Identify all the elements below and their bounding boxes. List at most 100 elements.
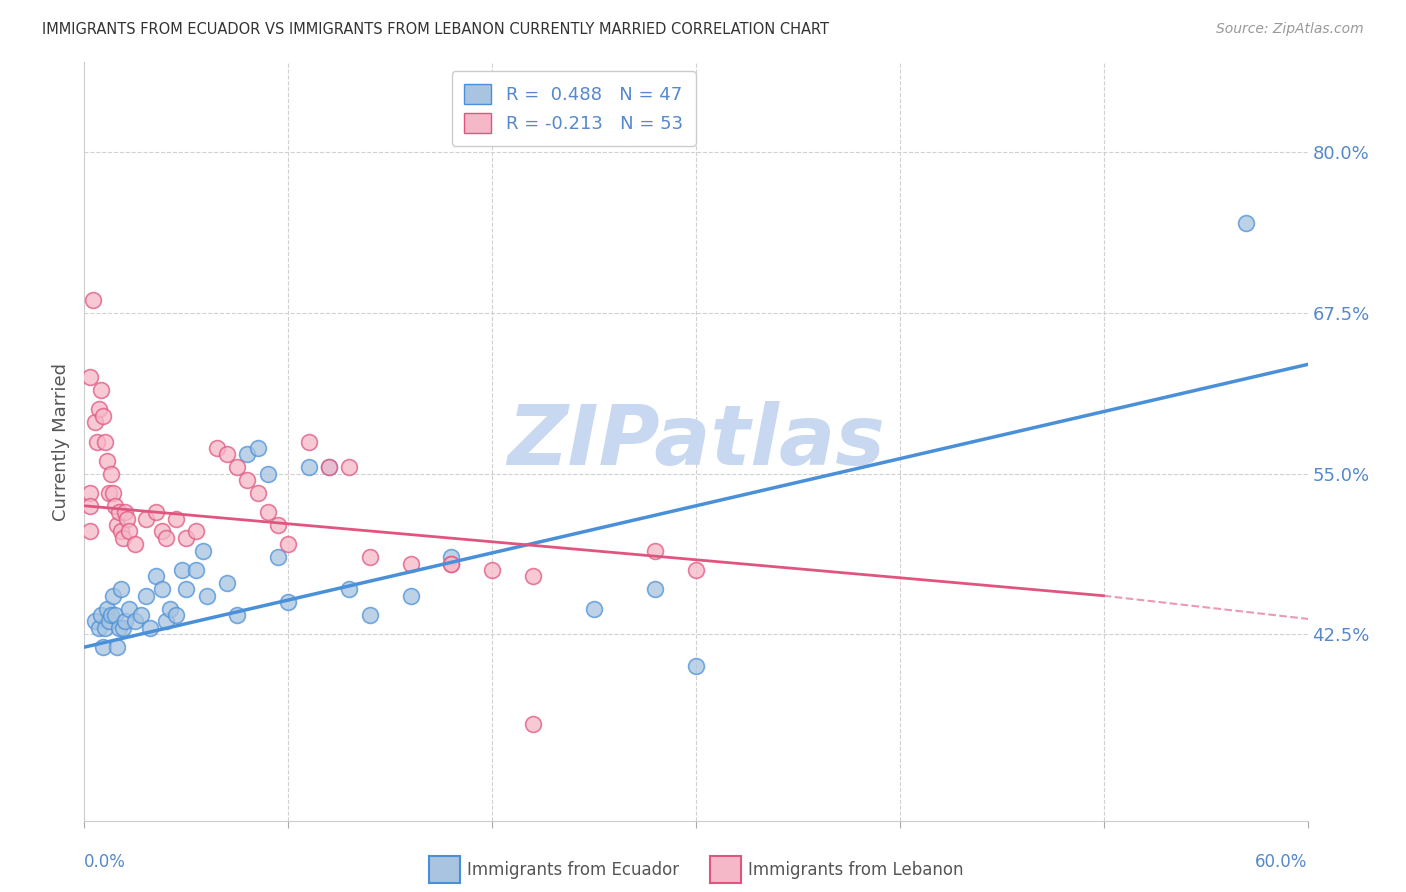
Point [97,615,120,629]
Point [318,460,340,475]
Point [236,473,259,487]
Point [108,505,131,519]
Point [96,454,118,468]
Point [277,595,299,609]
Point [1236,216,1258,230]
Point [440,557,463,571]
Point [79,486,101,500]
Point [522,569,544,583]
Point [165,607,187,622]
Point [115,511,138,525]
Point [135,511,157,525]
Point [101,589,124,603]
Point [159,601,181,615]
Point [105,640,128,655]
Y-axis label: Currently Married: Currently Married [52,362,70,521]
Point [79,499,101,513]
Point [118,524,141,539]
Point [195,589,218,603]
Point [298,434,321,449]
Point [186,563,208,577]
Point [257,505,280,519]
Point [83,415,105,429]
Point [339,460,361,475]
Point [267,518,290,533]
Text: 0.0%: 0.0% [84,853,127,871]
Point [165,511,187,525]
Point [100,467,122,481]
Point [174,531,197,545]
Point [79,524,101,539]
Text: 60.0%: 60.0% [1256,853,1308,871]
Point [155,615,177,629]
Point [277,537,299,551]
Point [110,524,132,539]
Point [246,486,269,500]
Point [359,607,381,622]
Point [118,601,141,615]
Point [86,434,108,449]
Point [481,563,503,577]
Point [104,607,127,622]
Point [145,505,167,519]
Point [87,621,110,635]
Point [104,499,127,513]
Point [644,582,666,597]
Point [186,524,208,539]
Point [1399,615,1406,629]
Text: Immigrants from Ecuador: Immigrants from Ecuador [467,861,679,879]
Point [236,447,259,461]
Point [90,383,112,397]
Point [226,607,249,622]
Point [93,434,115,449]
Point [685,563,707,577]
Point [440,550,463,565]
Point [205,441,228,455]
Point [138,621,160,635]
Point [226,460,249,475]
Text: Source: ZipAtlas.com: Source: ZipAtlas.com [1216,22,1364,37]
Point [155,531,177,545]
Point [298,460,321,475]
Point [399,589,422,603]
Point [644,543,666,558]
Legend: R =  0.488   N = 47, R = -0.213   N = 53: R = 0.488 N = 47, R = -0.213 N = 53 [451,71,696,145]
Point [131,607,153,622]
Text: IMMIGRANTS FROM ECUADOR VS IMMIGRANTS FROM LEBANON CURRENTLY MARRIED CORRELATION: IMMIGRANTS FROM ECUADOR VS IMMIGRANTS FR… [42,22,830,37]
Point [172,563,194,577]
Point [174,582,197,597]
Text: ZIPatlas: ZIPatlas [508,401,884,482]
Point [685,659,707,673]
Point [124,615,146,629]
Point [112,531,135,545]
Point [100,607,122,622]
Point [399,557,422,571]
Point [82,293,104,308]
Point [246,441,269,455]
Point [114,505,136,519]
Point [217,447,239,461]
Point [522,717,544,731]
Point [97,486,120,500]
Point [101,486,124,500]
Point [93,621,115,635]
Point [191,543,214,558]
Point [150,582,173,597]
Point [114,615,136,629]
Point [135,589,157,603]
Point [105,518,128,533]
Point [87,402,110,417]
Point [96,601,118,615]
Point [150,524,173,539]
Point [318,460,340,475]
Point [440,557,463,571]
Point [124,537,146,551]
Point [583,601,606,615]
Point [83,615,105,629]
Point [108,621,131,635]
Point [145,569,167,583]
Point [91,640,114,655]
Point [90,607,112,622]
Point [91,409,114,423]
Point [267,550,290,565]
